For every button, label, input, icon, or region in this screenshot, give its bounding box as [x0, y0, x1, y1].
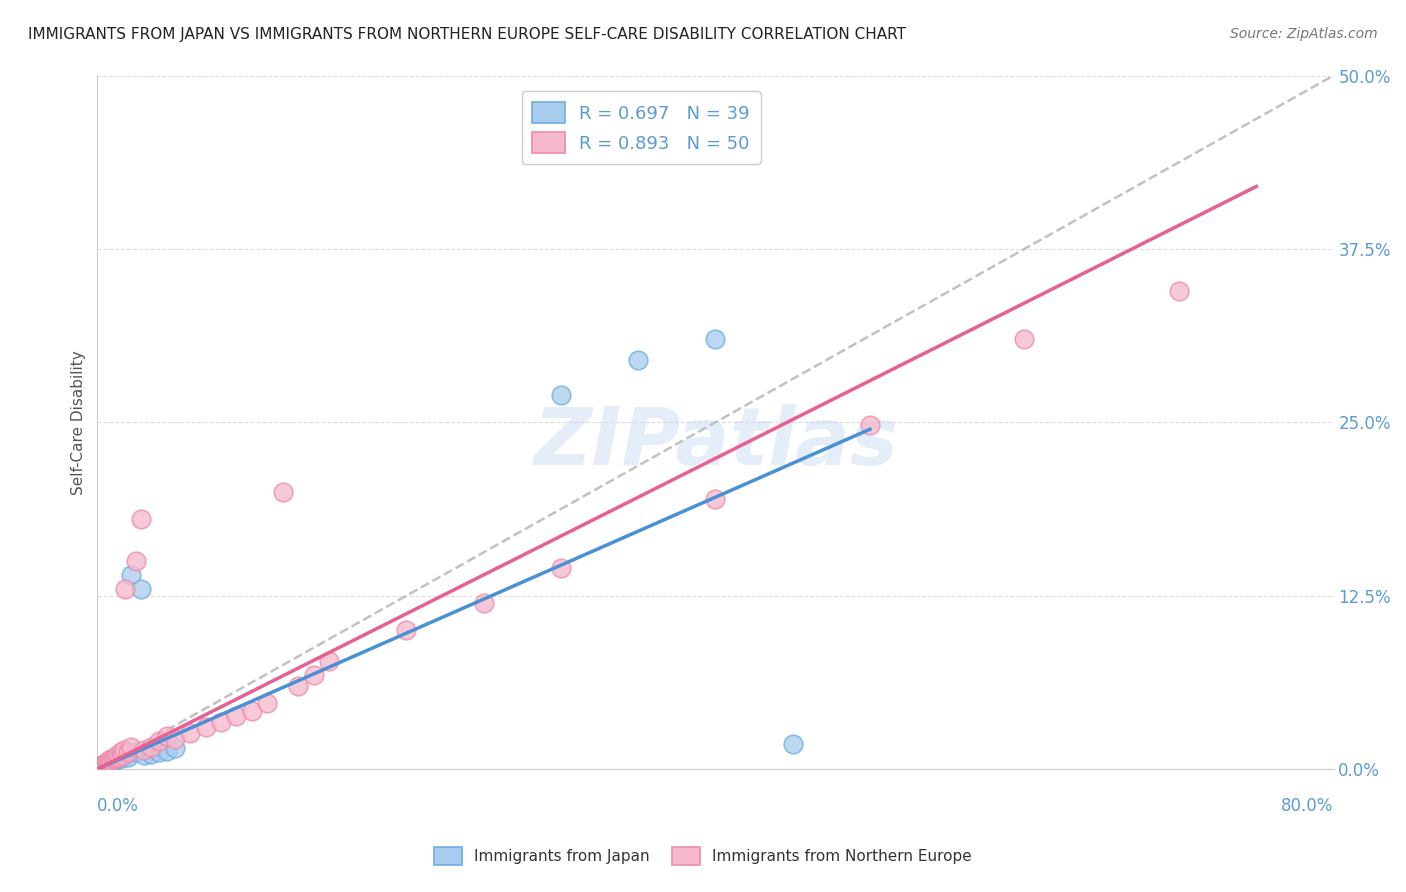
Legend: R = 0.697   N = 39, R = 0.893   N = 50: R = 0.697 N = 39, R = 0.893 N = 50	[522, 92, 761, 164]
Point	[120, 567, 142, 582]
Point	[225, 709, 247, 723]
Point	[98, 755, 121, 769]
Point	[287, 679, 309, 693]
Point	[89, 759, 111, 773]
Point	[93, 759, 115, 773]
Point	[110, 748, 132, 763]
Point	[91, 758, 114, 772]
Point	[125, 746, 148, 760]
Point	[114, 748, 136, 763]
Point	[93, 758, 115, 772]
Point	[101, 752, 124, 766]
Point	[129, 512, 152, 526]
Point	[472, 596, 495, 610]
Point	[114, 582, 136, 596]
Point	[112, 742, 135, 756]
Point	[104, 751, 127, 765]
Point	[98, 755, 121, 769]
Text: ZIPatlas: ZIPatlas	[533, 404, 898, 482]
Point	[163, 731, 186, 746]
Point	[141, 747, 163, 761]
Point	[1168, 284, 1191, 298]
Point	[94, 756, 117, 771]
Point	[194, 721, 217, 735]
Point	[110, 746, 132, 760]
Point	[627, 352, 650, 367]
Point	[1014, 332, 1036, 346]
Point	[94, 758, 117, 772]
Point	[782, 737, 804, 751]
Point	[129, 582, 152, 596]
Point	[125, 554, 148, 568]
Point	[104, 749, 127, 764]
Point	[96, 755, 118, 769]
Point	[141, 739, 163, 754]
Point	[98, 752, 121, 766]
Point	[100, 754, 122, 768]
Point	[111, 751, 134, 765]
Point	[550, 387, 572, 401]
Point	[87, 761, 110, 775]
Point	[120, 739, 142, 754]
Point	[87, 761, 110, 775]
Point	[117, 749, 139, 764]
Point	[91, 761, 114, 775]
Point	[103, 751, 125, 765]
Point	[107, 752, 129, 766]
Text: IMMIGRANTS FROM JAPAN VS IMMIGRANTS FROM NORTHERN EUROPE SELF-CARE DISABILITY CO: IMMIGRANTS FROM JAPAN VS IMMIGRANTS FROM…	[28, 27, 905, 42]
Point	[89, 759, 111, 773]
Point	[156, 729, 179, 743]
Point	[91, 759, 114, 773]
Point	[97, 754, 120, 768]
Point	[108, 749, 131, 764]
Point	[550, 561, 572, 575]
Point	[209, 714, 232, 729]
Point	[156, 744, 179, 758]
Text: 0.0%: 0.0%	[97, 797, 139, 814]
Y-axis label: Self-Care Disability: Self-Care Disability	[72, 350, 86, 495]
Point	[91, 758, 114, 772]
Point	[240, 704, 263, 718]
Point	[704, 332, 727, 346]
Point	[89, 761, 111, 775]
Point	[318, 654, 340, 668]
Point	[100, 754, 122, 768]
Point	[94, 756, 117, 771]
Point	[395, 624, 418, 638]
Point	[96, 756, 118, 771]
Point	[97, 755, 120, 769]
Point	[98, 756, 121, 771]
Point	[93, 759, 115, 773]
Point	[117, 746, 139, 760]
Point	[163, 741, 186, 756]
Point	[256, 696, 278, 710]
Point	[96, 758, 118, 772]
Point	[100, 755, 122, 769]
Point	[704, 491, 727, 506]
Point	[93, 758, 115, 772]
Point	[148, 746, 170, 760]
Point	[101, 755, 124, 769]
Point	[859, 418, 882, 433]
Point	[179, 726, 201, 740]
Point	[107, 748, 129, 763]
Point	[97, 756, 120, 771]
Point	[302, 667, 325, 681]
Point	[97, 756, 120, 771]
Point	[103, 754, 125, 768]
Legend: Immigrants from Japan, Immigrants from Northern Europe: Immigrants from Japan, Immigrants from N…	[427, 841, 979, 871]
Point	[94, 758, 117, 772]
Point	[111, 748, 134, 763]
Point	[101, 752, 124, 766]
Text: Source: ZipAtlas.com: Source: ZipAtlas.com	[1230, 27, 1378, 41]
Point	[96, 756, 118, 771]
Point	[132, 742, 155, 756]
Point	[148, 734, 170, 748]
Text: 80.0%: 80.0%	[1281, 797, 1333, 814]
Point	[108, 749, 131, 764]
Point	[271, 484, 294, 499]
Point	[132, 748, 155, 763]
